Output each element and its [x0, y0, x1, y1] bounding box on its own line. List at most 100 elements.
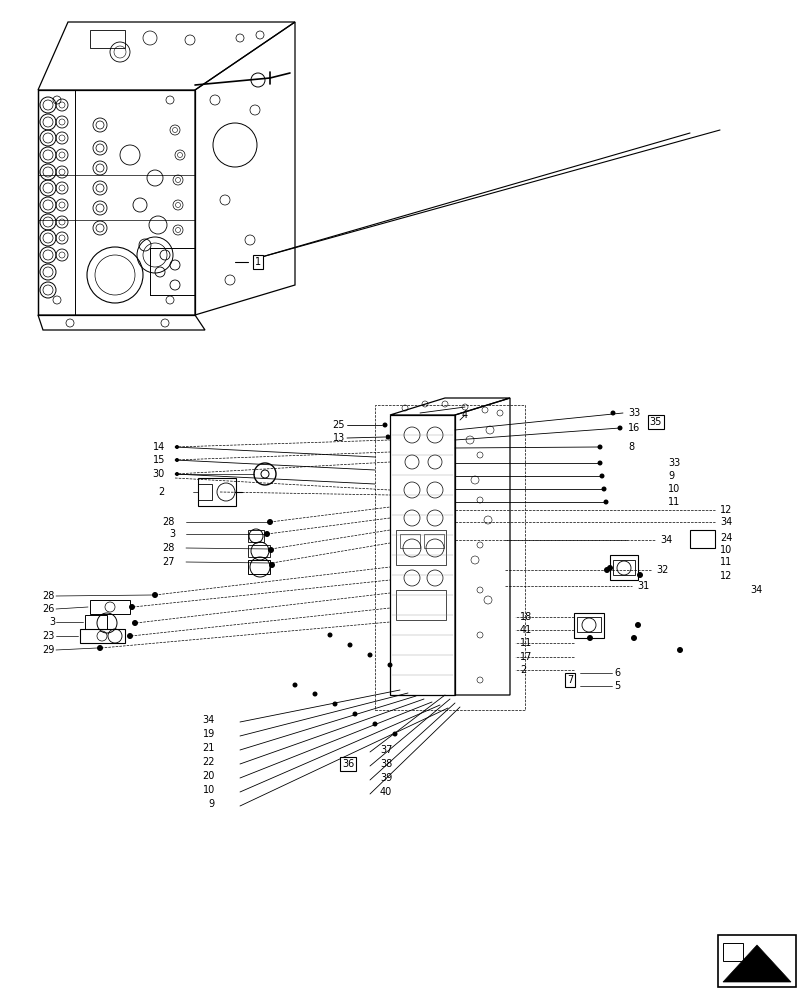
Bar: [689, 530, 714, 548]
Text: 6: 6: [613, 668, 620, 678]
Circle shape: [175, 445, 178, 449]
Circle shape: [347, 642, 352, 648]
Text: 40: 40: [380, 787, 392, 797]
Circle shape: [387, 662, 392, 668]
Text: 10: 10: [203, 785, 215, 795]
Circle shape: [603, 499, 607, 504]
Circle shape: [268, 562, 275, 568]
Text: 13: 13: [333, 433, 345, 443]
Circle shape: [616, 426, 622, 430]
Circle shape: [634, 622, 640, 628]
Text: 27: 27: [162, 557, 175, 567]
Circle shape: [601, 487, 606, 491]
Text: 3: 3: [49, 617, 55, 627]
Text: 28: 28: [162, 517, 175, 527]
Text: 33: 33: [667, 458, 680, 468]
Text: 4: 4: [461, 410, 467, 420]
Circle shape: [367, 652, 372, 658]
Bar: [423, 534, 444, 548]
Circle shape: [586, 635, 592, 641]
Text: 17: 17: [519, 652, 532, 662]
Bar: [609, 555, 637, 580]
Text: 11: 11: [719, 557, 732, 567]
Text: 19: 19: [203, 729, 215, 739]
Text: 37: 37: [380, 745, 392, 755]
Circle shape: [599, 474, 603, 479]
Text: 1: 1: [255, 257, 261, 267]
Text: 10: 10: [719, 545, 732, 555]
Bar: [247, 530, 264, 542]
Bar: [85, 615, 107, 629]
Text: 16: 16: [627, 423, 639, 433]
Text: 32: 32: [655, 565, 667, 575]
Text: 41: 41: [519, 625, 531, 635]
Text: 28: 28: [42, 591, 55, 601]
Bar: [198, 484, 212, 500]
Bar: [375, 405, 525, 710]
Circle shape: [385, 434, 390, 440]
Circle shape: [264, 531, 270, 537]
Polygon shape: [722, 945, 790, 982]
Circle shape: [597, 460, 602, 466]
Text: 21: 21: [203, 743, 215, 753]
Circle shape: [392, 731, 397, 736]
Bar: [717, 935, 795, 987]
Text: 26: 26: [42, 604, 55, 614]
Text: 29: 29: [42, 645, 55, 655]
Bar: [396, 530, 445, 565]
Circle shape: [610, 410, 615, 416]
Text: 15: 15: [152, 455, 165, 465]
Circle shape: [597, 444, 602, 450]
Text: 18: 18: [519, 612, 531, 622]
Text: 23: 23: [42, 631, 55, 641]
Bar: [198, 478, 236, 506]
Circle shape: [267, 519, 272, 525]
Circle shape: [152, 592, 158, 598]
Circle shape: [97, 645, 103, 651]
Circle shape: [603, 567, 609, 573]
Text: 8: 8: [627, 442, 633, 452]
Text: 33: 33: [627, 408, 639, 418]
Circle shape: [127, 633, 133, 639]
Circle shape: [132, 620, 138, 626]
Text: 34: 34: [203, 715, 215, 725]
Circle shape: [372, 721, 377, 726]
Bar: [400, 534, 419, 548]
Text: 34: 34: [659, 535, 672, 545]
Text: 34: 34: [719, 517, 732, 527]
Circle shape: [268, 547, 273, 553]
Circle shape: [312, 692, 317, 696]
Text: 30: 30: [152, 469, 165, 479]
Text: 14: 14: [152, 442, 165, 452]
Text: 9: 9: [667, 471, 673, 481]
Bar: [577, 617, 600, 632]
Text: 2: 2: [159, 487, 165, 497]
Bar: [612, 560, 634, 575]
Text: 5: 5: [613, 681, 620, 691]
Bar: [90, 30, 125, 48]
Text: 9: 9: [208, 799, 215, 809]
Bar: [247, 560, 270, 574]
Text: 24: 24: [719, 533, 732, 543]
Circle shape: [175, 472, 178, 476]
Circle shape: [630, 635, 636, 641]
Text: 36: 36: [341, 759, 354, 769]
Circle shape: [327, 632, 332, 638]
Text: 25: 25: [332, 420, 345, 430]
Text: 22: 22: [202, 757, 215, 767]
Circle shape: [129, 604, 135, 610]
Bar: [247, 545, 270, 557]
Text: 20: 20: [203, 771, 215, 781]
Circle shape: [607, 565, 612, 571]
Bar: [396, 590, 445, 620]
Text: 3: 3: [169, 529, 175, 539]
Bar: [722, 943, 742, 961]
Text: 31: 31: [636, 581, 649, 591]
Bar: [80, 629, 125, 643]
Circle shape: [292, 682, 297, 688]
Circle shape: [382, 422, 387, 428]
Circle shape: [352, 711, 357, 716]
Text: 39: 39: [380, 773, 392, 783]
Text: 7: 7: [566, 675, 573, 685]
Circle shape: [676, 647, 682, 653]
